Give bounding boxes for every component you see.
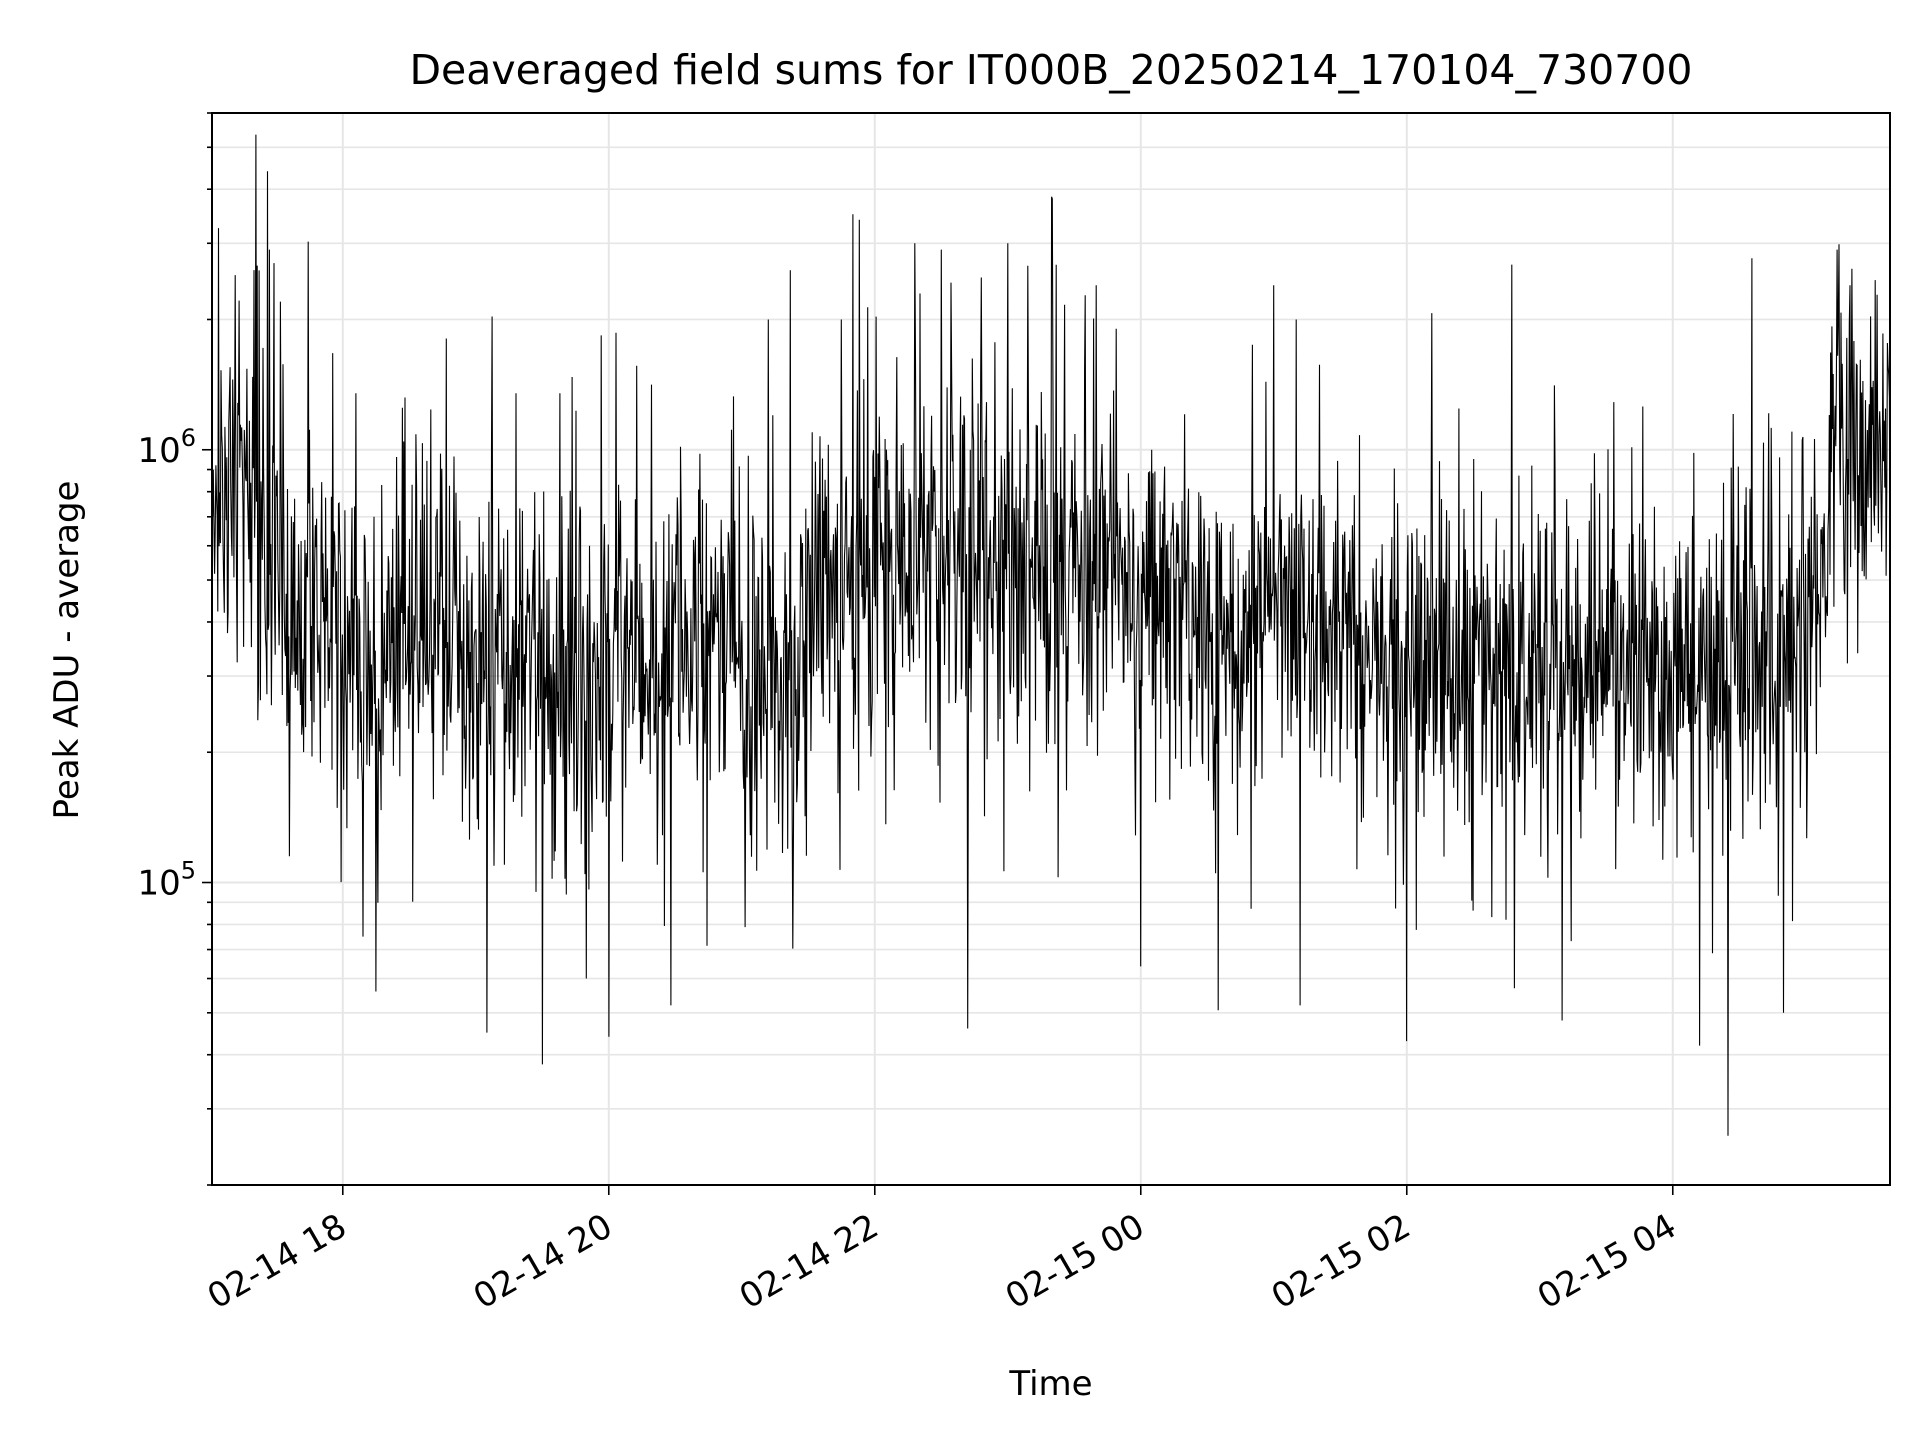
- plot-frame: [211, 112, 1891, 1186]
- y-axis-label: Peak ADU - average: [47, 481, 87, 820]
- x-axis-label: Time: [1008, 1364, 1092, 1404]
- y-tick-label: 106: [137, 424, 196, 471]
- series-line: [211, 134, 1891, 1136]
- chart-title: Deaveraged field sums for IT000B_2025021…: [409, 46, 1692, 94]
- y-tick-label: 105: [137, 857, 196, 904]
- series-path: [211, 134, 1891, 1136]
